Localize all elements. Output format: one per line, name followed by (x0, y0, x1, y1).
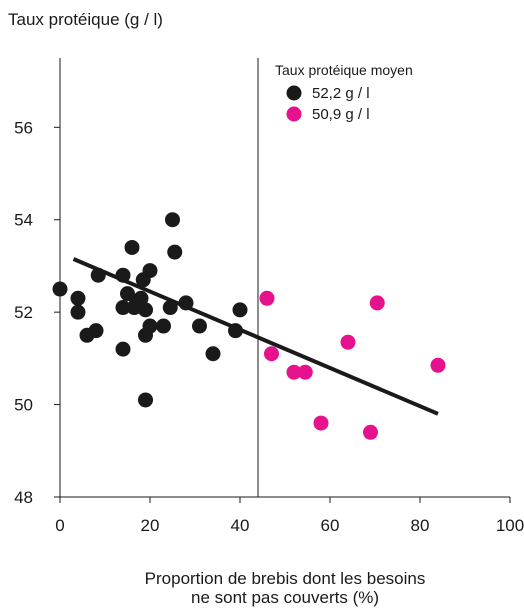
data-point-black (115, 300, 131, 316)
data-point-magenta (313, 415, 329, 431)
x-tick-label: 100 (496, 516, 524, 535)
data-point-magenta (286, 364, 302, 380)
data-point-black (192, 318, 207, 334)
legend-label: 52,2 g / l (312, 85, 370, 102)
legend-label: 50,9 g / l (312, 106, 370, 123)
data-point-magenta (363, 424, 378, 440)
x-axis-title: Proportion de brebis dont les besoins ne… (60, 569, 510, 607)
trend-line (72, 257, 439, 416)
x-tick-label: 40 (231, 516, 250, 535)
data-point-black (115, 267, 131, 283)
y-tick-label: 48 (14, 488, 33, 507)
y-tick-label: 52 (14, 303, 33, 322)
y-tick-label: 56 (14, 118, 33, 137)
x-tick-label: 80 (411, 516, 430, 535)
x-axis-title-line-2: ne sont pas couverts (%) (190, 588, 380, 607)
y-tick-label: 50 (14, 396, 33, 415)
data-point-black (88, 323, 104, 339)
data-point-black (228, 323, 243, 339)
data-point-black (133, 290, 149, 306)
data-point-black (115, 341, 131, 357)
x-axis-title-line-1: Proportion de brebis dont les besoins (144, 569, 426, 588)
data-point-magenta (430, 357, 446, 373)
legend-marker (286, 85, 302, 101)
data-point-black (124, 239, 140, 255)
data-point-black (232, 302, 248, 318)
data-point-black (70, 290, 86, 306)
data-point-black (52, 281, 68, 297)
x-tick-label: 60 (321, 516, 340, 535)
y-tick-label: 54 (14, 211, 33, 230)
legend-title: Taux protéique moyen (275, 62, 413, 78)
data-point-black (70, 304, 86, 320)
data-point-black (90, 267, 106, 283)
data-point-black (138, 392, 153, 408)
data-point-black (142, 263, 158, 279)
data-point-magenta (369, 295, 385, 311)
data-point-black (138, 302, 153, 318)
legend-marker (286, 106, 302, 122)
y-axis-title: Taux protéique (g / l) (8, 10, 163, 29)
data-point-black (178, 295, 194, 311)
data-point-black (156, 318, 171, 334)
data-point-black (162, 300, 178, 316)
data-point-black (142, 318, 158, 334)
data-point-black (167, 244, 183, 260)
data-point-black (120, 286, 135, 302)
x-tick-label: 0 (55, 516, 64, 535)
data-point-magenta (264, 346, 279, 362)
data-point-black (205, 346, 221, 362)
data-point-magenta (259, 290, 275, 306)
data-point-magenta (297, 364, 313, 380)
data-point-black (165, 212, 180, 228)
x-tick-label: 20 (141, 516, 160, 535)
data-point-magenta (340, 334, 356, 350)
